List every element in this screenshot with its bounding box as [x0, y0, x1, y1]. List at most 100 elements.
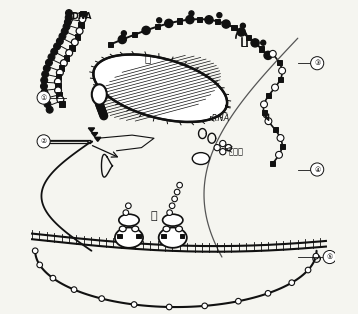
Bar [69, 45, 75, 51]
Text: ①: ① [40, 95, 47, 100]
Ellipse shape [159, 228, 187, 248]
Circle shape [276, 151, 282, 158]
Circle shape [202, 303, 208, 309]
Circle shape [220, 140, 226, 147]
Bar [64, 55, 69, 61]
Circle shape [289, 280, 295, 285]
Circle shape [222, 20, 230, 28]
Circle shape [205, 16, 213, 24]
Bar [136, 234, 141, 238]
Circle shape [57, 96, 64, 103]
Circle shape [79, 16, 86, 23]
Text: 蛋白质: 蛋白质 [229, 148, 244, 157]
Circle shape [96, 100, 103, 108]
Ellipse shape [132, 226, 139, 232]
Circle shape [157, 18, 162, 23]
Text: ④: ④ [314, 166, 320, 172]
Text: ⑤: ⑤ [326, 254, 333, 260]
Circle shape [214, 144, 220, 151]
Ellipse shape [163, 226, 170, 232]
Circle shape [142, 26, 150, 35]
Circle shape [236, 298, 241, 304]
Text: DNA: DNA [71, 12, 92, 21]
Circle shape [71, 39, 78, 46]
Bar [80, 11, 86, 16]
Circle shape [251, 39, 259, 47]
Circle shape [41, 77, 48, 84]
Circle shape [305, 267, 311, 273]
Circle shape [189, 11, 194, 16]
Bar [117, 234, 122, 238]
Circle shape [167, 210, 173, 215]
Bar [55, 83, 61, 89]
Circle shape [44, 101, 51, 107]
Bar [56, 74, 62, 80]
Ellipse shape [119, 214, 139, 226]
Circle shape [66, 10, 72, 17]
Circle shape [37, 91, 50, 104]
Circle shape [172, 196, 178, 202]
Circle shape [121, 31, 126, 36]
Circle shape [65, 14, 72, 21]
Circle shape [54, 78, 61, 85]
Circle shape [261, 101, 267, 108]
Circle shape [217, 13, 222, 18]
Bar [270, 161, 275, 166]
Ellipse shape [93, 54, 227, 122]
Ellipse shape [192, 153, 209, 165]
Bar [280, 144, 285, 149]
Circle shape [265, 290, 271, 296]
Circle shape [123, 210, 129, 215]
Circle shape [225, 144, 232, 151]
Bar [215, 19, 221, 24]
Circle shape [225, 144, 232, 151]
Bar [259, 46, 264, 52]
Circle shape [61, 28, 68, 35]
Circle shape [313, 253, 319, 259]
Bar [266, 94, 271, 98]
Circle shape [261, 40, 266, 45]
Circle shape [51, 48, 58, 55]
Circle shape [41, 89, 48, 96]
Bar [276, 60, 281, 65]
Circle shape [311, 163, 324, 176]
Circle shape [169, 203, 175, 208]
Polygon shape [95, 137, 101, 141]
Bar [278, 77, 283, 82]
Polygon shape [91, 133, 98, 137]
Circle shape [63, 23, 70, 30]
Text: ③: ③ [314, 60, 320, 66]
Circle shape [269, 51, 276, 57]
Bar [59, 101, 65, 107]
Ellipse shape [92, 84, 107, 105]
Circle shape [37, 135, 50, 148]
Circle shape [240, 23, 245, 28]
Circle shape [50, 275, 56, 281]
Circle shape [32, 248, 38, 254]
Circle shape [277, 135, 284, 141]
Circle shape [42, 95, 49, 102]
Ellipse shape [163, 214, 183, 226]
Bar [161, 234, 165, 238]
Bar [132, 32, 137, 37]
Circle shape [37, 262, 43, 268]
Circle shape [99, 109, 106, 116]
Text: ②: ② [40, 138, 47, 144]
Circle shape [265, 118, 272, 125]
Text: 甲: 甲 [145, 53, 151, 63]
Polygon shape [88, 128, 95, 132]
Circle shape [46, 106, 53, 113]
Circle shape [66, 50, 73, 57]
Circle shape [96, 102, 104, 109]
Circle shape [61, 60, 67, 67]
Ellipse shape [119, 226, 126, 232]
Bar [74, 34, 80, 40]
Circle shape [99, 296, 105, 301]
Circle shape [166, 304, 172, 310]
Circle shape [55, 87, 62, 94]
Circle shape [42, 71, 49, 78]
Circle shape [237, 28, 245, 36]
Circle shape [272, 84, 279, 91]
Circle shape [165, 19, 173, 27]
Circle shape [100, 112, 107, 120]
